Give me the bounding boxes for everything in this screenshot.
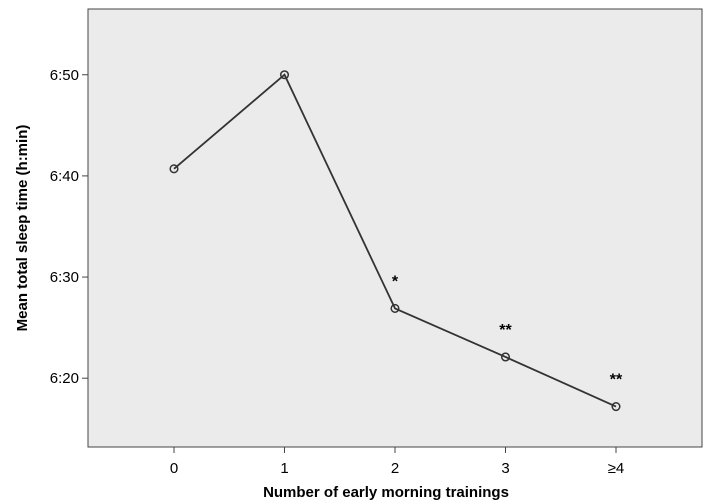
x-axis: 0 1 2 3 ≥4 <box>170 447 624 477</box>
x-tick-label: 2 <box>391 460 399 477</box>
significance-marker: ** <box>499 322 512 339</box>
y-tick-label: 6:30 <box>50 269 79 286</box>
x-tick-label: 1 <box>280 460 288 477</box>
plot-area <box>87 8 703 448</box>
data-point <box>169 164 179 174</box>
y-tick-label: 6:50 <box>50 67 79 84</box>
data-markers <box>169 70 621 412</box>
y-tick-label: 6:20 <box>50 370 79 387</box>
data-point <box>279 70 290 80</box>
data-point <box>390 303 400 313</box>
series-line <box>173 73 617 408</box>
x-tick-label: ≥4 <box>608 460 625 477</box>
significance-marker: * <box>392 273 399 290</box>
x-axis-title: Number of early morning trainings <box>263 484 509 501</box>
data-point <box>611 401 621 412</box>
x-tick-label: 3 <box>501 460 509 477</box>
y-axis: 6:20 6:30 6:40 6:50 <box>50 67 88 387</box>
y-axis-title: Mean total sleep time (h:min) <box>14 125 31 332</box>
data-point <box>500 352 511 362</box>
x-tick-label: 0 <box>170 460 178 477</box>
significance-marker: ** <box>610 372 623 389</box>
significance-annotations: ***** <box>392 273 623 388</box>
y-tick-label: 6:40 <box>50 168 79 185</box>
